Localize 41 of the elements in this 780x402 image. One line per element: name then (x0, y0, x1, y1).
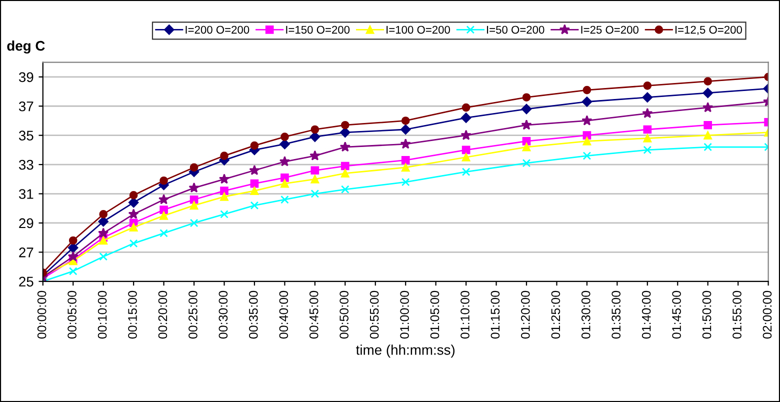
x-tick-label: 00:00:00 (37, 290, 46, 339)
x-tick-label: 01:55:00 (732, 290, 742, 339)
y-tick-label: 33 (18, 160, 34, 170)
y-axis-title: deg C (7, 40, 45, 54)
x-tick-label: 01:20:00 (520, 290, 530, 339)
x-tick-label: 00:20:00 (158, 290, 168, 339)
x-tick-label: 00:35:00 (248, 290, 258, 339)
y-tick-label: 27 (19, 248, 34, 258)
x-axis-title: time (hh:mm:ss) (356, 344, 455, 358)
x-tick-label: 01:05:00 (430, 290, 440, 339)
x-tick-label: 00:30:00 (218, 290, 228, 339)
x-tick-label: 01:35:00 (612, 290, 621, 339)
legend-label: I=12,5 O=200 (675, 26, 742, 36)
y-tick-label: 29 (19, 218, 34, 228)
x-tick-label: 01:30:00 (581, 290, 590, 339)
x-tick-label: 00:15:00 (128, 290, 137, 339)
x-tick-label: 00:25:00 (188, 290, 198, 339)
x-tick-label: 01:15:00 (490, 290, 500, 339)
x-tick-label: 01:25:00 (551, 290, 560, 339)
x-tick-label: 01:40:00 (642, 290, 651, 339)
legend-label: I=50 O=200 (487, 26, 544, 34)
x-tick-label: 01:10:00 (460, 290, 470, 339)
y-tick-label: 37 (18, 101, 34, 112)
legend-label: I=150 O=200 (286, 26, 350, 34)
legend-label: I=25 O=200 (581, 26, 638, 34)
x-tick-label: 00:40:00 (279, 290, 288, 339)
y-tick-label: 25 (19, 276, 34, 287)
x-tick-label: 01:00:00 (400, 290, 409, 339)
y-tick-label: 31 (18, 189, 34, 199)
legend-label: I=100 O=200 (386, 26, 450, 34)
y-tick-label: 35 (18, 130, 34, 141)
x-tick-label: 00:55:00 (370, 290, 379, 339)
x-tick-label: 00:10:00 (98, 290, 107, 339)
x-tick-label: 01:45:00 (672, 290, 681, 339)
x-tick-label: 01:50:00 (702, 290, 712, 339)
x-tick-label: 00:45:00 (309, 290, 318, 339)
x-tick-label: 00:05:00 (68, 290, 76, 339)
y-tick-label: 39 (18, 72, 34, 82)
legend-label: I=200 O=200 (186, 26, 250, 34)
x-tick-label: 02:00:00 (762, 290, 772, 339)
x-tick-label: 00:50:00 (340, 290, 348, 339)
